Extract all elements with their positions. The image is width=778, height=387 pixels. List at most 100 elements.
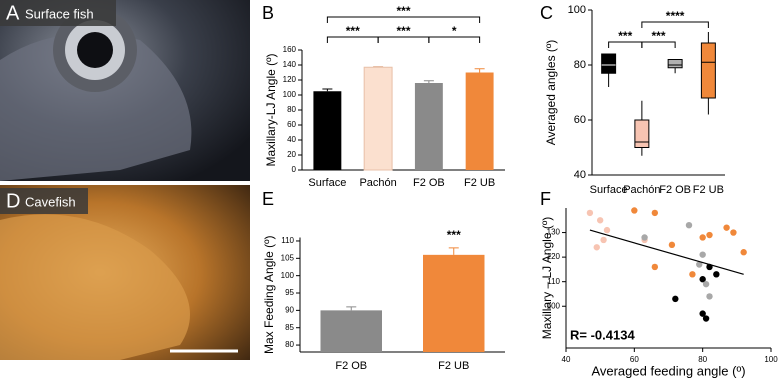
box xyxy=(667,59,683,69)
y-tick-label: 80 xyxy=(287,105,296,114)
significance-label: *** xyxy=(618,29,632,43)
point xyxy=(593,244,600,251)
x-tick-label: 60 xyxy=(630,355,639,364)
y-tick-label: 90 xyxy=(285,305,294,314)
y-tick-label: 105 xyxy=(281,253,295,262)
panel-letter: B xyxy=(262,3,274,23)
x-tick-label: Pachón xyxy=(623,184,660,196)
point xyxy=(706,293,713,300)
y-axis-label: Maxillary – LJ Angle (º) xyxy=(540,217,554,339)
photo-cavefish: D Cavefish xyxy=(0,185,250,360)
x-tick-label: F2 UB xyxy=(464,177,495,189)
error-bar xyxy=(373,66,384,68)
y-tick-label: 80 xyxy=(574,59,586,71)
bar xyxy=(423,254,485,352)
significance-label: *** xyxy=(396,4,410,18)
error-bar xyxy=(322,88,333,92)
significance-bracket xyxy=(326,16,481,23)
y-tick-label: 140 xyxy=(283,60,297,69)
y-tick-label: 130 xyxy=(547,228,561,237)
panel-letter: A xyxy=(6,2,20,24)
y-tick-label: 40 xyxy=(287,135,296,144)
point xyxy=(651,209,659,217)
significance-bracket xyxy=(428,36,481,43)
correlation-label: R= -0.4134 xyxy=(570,327,635,342)
x-axis-label: Averaged feeding angle (º) xyxy=(591,363,745,378)
x-tick-label: Surface xyxy=(590,184,628,196)
error-bar xyxy=(448,247,459,255)
significance-label: *** xyxy=(651,29,665,43)
y-tick-label: 40 xyxy=(574,169,586,181)
point xyxy=(730,229,737,236)
point xyxy=(668,241,676,249)
y-tick-label: 100 xyxy=(281,271,295,280)
y-tick-label: 120 xyxy=(547,252,561,261)
y-tick-label: 95 xyxy=(285,288,294,297)
photo-surface-fish: A Surface fish xyxy=(0,0,250,182)
x-tick-label: 40 xyxy=(562,355,571,364)
panel-letter: D xyxy=(6,190,20,212)
point xyxy=(699,251,706,258)
x-tick-label: 100 xyxy=(764,355,778,364)
point xyxy=(631,207,638,214)
point xyxy=(672,295,679,303)
y-axis-label: Averaged angles (º) xyxy=(544,40,558,146)
point xyxy=(651,263,659,271)
point xyxy=(596,217,604,224)
error-bar xyxy=(474,68,485,73)
x-tick-label: 80 xyxy=(698,355,707,364)
point xyxy=(685,221,693,229)
x-tick-label: Pachón xyxy=(359,177,396,189)
error-bar xyxy=(423,80,434,83)
significance-label: * xyxy=(452,24,457,38)
point xyxy=(600,236,607,244)
point xyxy=(696,261,703,268)
y-tick-label: 60 xyxy=(574,114,586,126)
bar xyxy=(363,66,393,171)
bar xyxy=(465,72,494,170)
y-tick-label: 110 xyxy=(547,277,560,286)
significance-label: *** xyxy=(396,24,410,38)
point xyxy=(699,276,706,283)
point xyxy=(702,280,710,288)
y-tick-label: 20 xyxy=(287,150,296,159)
y-tick-label: 0 xyxy=(292,165,297,174)
significance-bracket xyxy=(641,21,709,28)
x-tick-label: F2 OB xyxy=(413,177,445,189)
significance-label: **** xyxy=(666,9,685,23)
y-tick-label: 85 xyxy=(285,323,294,332)
box xyxy=(634,119,650,148)
y-tick-label: 100 xyxy=(547,301,561,310)
x-tick-label: F2 UB xyxy=(693,184,724,196)
bar xyxy=(320,310,382,352)
point xyxy=(702,315,710,322)
error-bar xyxy=(346,306,357,311)
point xyxy=(603,226,611,234)
significance-bracket xyxy=(641,41,676,48)
point xyxy=(740,249,747,256)
point xyxy=(641,234,648,241)
x-tick-label: F2 OB xyxy=(335,360,367,372)
y-tick-label: 160 xyxy=(283,45,297,54)
panel-letter: E xyxy=(262,189,274,209)
panel-letter: F xyxy=(540,189,551,209)
bar xyxy=(414,83,443,170)
y-tick-label: 100 xyxy=(568,4,586,16)
point xyxy=(723,224,730,231)
x-tick-label: Surface xyxy=(308,177,346,189)
point xyxy=(713,271,720,278)
y-tick-label: 60 xyxy=(287,120,296,129)
panel-letter: C xyxy=(540,3,553,23)
box xyxy=(601,53,617,74)
significance-label: *** xyxy=(447,228,461,242)
x-tick-label: F2 OB xyxy=(659,184,691,196)
significance-label: *** xyxy=(346,24,360,38)
bar xyxy=(313,91,342,170)
panel-caption: Surface fish xyxy=(25,6,94,21)
y-tick-label: 80 xyxy=(285,340,294,349)
y-tick-label: 120 xyxy=(283,75,297,84)
point xyxy=(586,209,594,217)
y-axis-label: Max Feeding Angle (º) xyxy=(262,236,276,354)
x-tick-label: F2 UB xyxy=(438,360,469,372)
